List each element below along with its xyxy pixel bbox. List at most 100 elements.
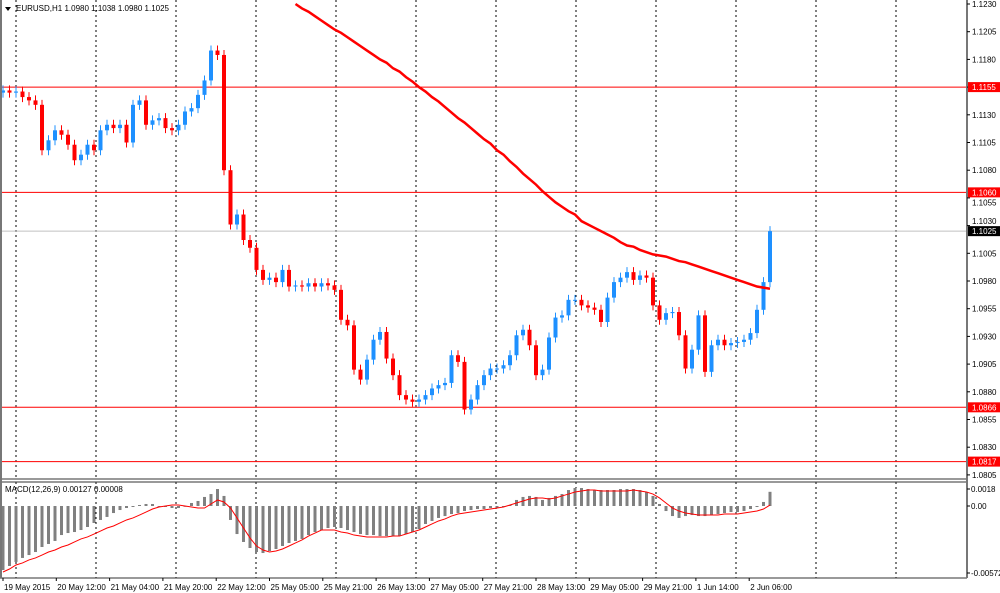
candle-bull [365,359,369,380]
macd-histogram-bar [287,506,291,543]
candle-bear [248,240,252,248]
bid-price-label: 1.1025 [972,227,997,236]
macd-histogram-bar [99,506,102,520]
macd-histogram-bar [495,506,499,509]
candle-bull [293,285,298,287]
level-price-label: 1.1060 [972,188,997,197]
candle-bear [722,339,727,346]
macd-histogram-bar [138,504,141,506]
candle-bull [742,339,746,342]
candle-bear [352,325,356,370]
candle-bull [319,283,324,287]
level-price-label: 1.0817 [972,458,997,467]
macd-histogram-bar [144,503,148,506]
macd-histogram-bar [268,506,271,552]
macd-histogram-bar [339,506,343,529]
candle-bull [540,369,545,376]
symbol-label: EURUSD,H1 1.0980 1.1038 1.0980 1.1025 [16,4,170,13]
candle-bull [176,124,181,131]
time-tick-label: 26 May 13:00 [377,583,426,592]
macd-histogram-bar [729,506,733,513]
macd-histogram-bar [14,506,18,562]
candle-bull [131,104,135,143]
candle-bull [625,272,629,278]
macd-histogram-bar [762,501,765,506]
candle-bull [696,315,701,350]
candle-bear [287,269,291,287]
candle-bear [631,272,636,280]
candle-bear [644,275,649,278]
candle-bear [534,345,538,376]
triangle-down-icon[interactable] [5,7,11,11]
price-tick-label: 1.0980 [972,277,997,286]
macd-histogram-bar [313,506,317,533]
time-tick-label: 20 May 12:00 [57,583,106,592]
time-tick-label: 28 May 13:00 [537,583,586,592]
price-tick-label: 1.1205 [972,28,997,37]
moving-average-line [294,2,771,290]
macd-histogram-bar [40,506,44,547]
candle-bear [92,144,96,151]
macd-histogram-bar [151,503,154,506]
candle-bull [508,355,512,366]
candle-bear [358,369,363,380]
candle-bull [573,299,577,301]
horizontal-levels[interactable] [0,86,967,463]
macd-histogram-bar [742,506,746,512]
candle-bear [59,130,64,135]
candle-bull [280,269,285,283]
candle-bear [586,305,590,308]
macd-histogram-bar [34,506,37,553]
macd-histogram-bar [710,506,713,516]
macd-histogram-bar [567,490,570,506]
macd-histogram-bar [424,506,427,524]
macd-histogram-bar [677,506,681,518]
candle-bull [618,277,623,283]
candle-bull [306,283,311,287]
grid [15,0,897,578]
macd-histogram-bar [79,506,83,531]
time-tick-label: 25 May 21:00 [324,583,373,592]
macd-histogram-bar [716,506,720,515]
macd-histogram-bar [352,506,356,533]
time-tick-label: 1 Jun 14:00 [697,583,739,592]
macd-histogram-bar [703,506,707,517]
macd-histogram-bar [645,492,648,506]
candle-bull [495,368,499,370]
macd-histogram-bar [320,506,323,531]
macd-histogram-bar [359,506,362,535]
macd-panel [1,488,772,573]
candle-bull [605,297,610,322]
candle-bull [423,395,428,400]
candle-bull [1,90,5,93]
candle-bull [53,130,57,141]
macd-histogram-bar [125,506,128,509]
macd-histogram-bar [248,506,252,548]
candle-bull [612,282,616,298]
macd-histogram-bar [66,506,70,534]
candle-bear [261,269,265,280]
candle-bear [332,285,337,290]
candle-bear [677,312,681,336]
candle-bull [79,154,83,161]
macd-histogram-bar [92,506,96,523]
candle-bear [456,355,460,362]
macd-histogram-bar [417,506,421,530]
macd-histogram-bar [573,488,577,506]
candle-bull [196,94,200,109]
candle-bull [436,385,441,389]
candle-bull [709,345,714,372]
time-tick-label: 2 Jun 06:00 [750,583,792,592]
macd-histogram-bar [333,506,336,527]
candle-bull [768,231,772,283]
time-tick-label: 29 May 05:00 [590,583,639,592]
macd-histogram-bar [755,506,759,508]
time-tick-label: 21 May 20:00 [164,583,213,592]
time-tick-label: 27 May 05:00 [430,583,479,592]
candle-bull [501,365,506,369]
candle-bear [404,395,408,400]
candle-bear [228,170,233,225]
candle-bull [118,124,122,129]
candle-bear [527,329,532,346]
